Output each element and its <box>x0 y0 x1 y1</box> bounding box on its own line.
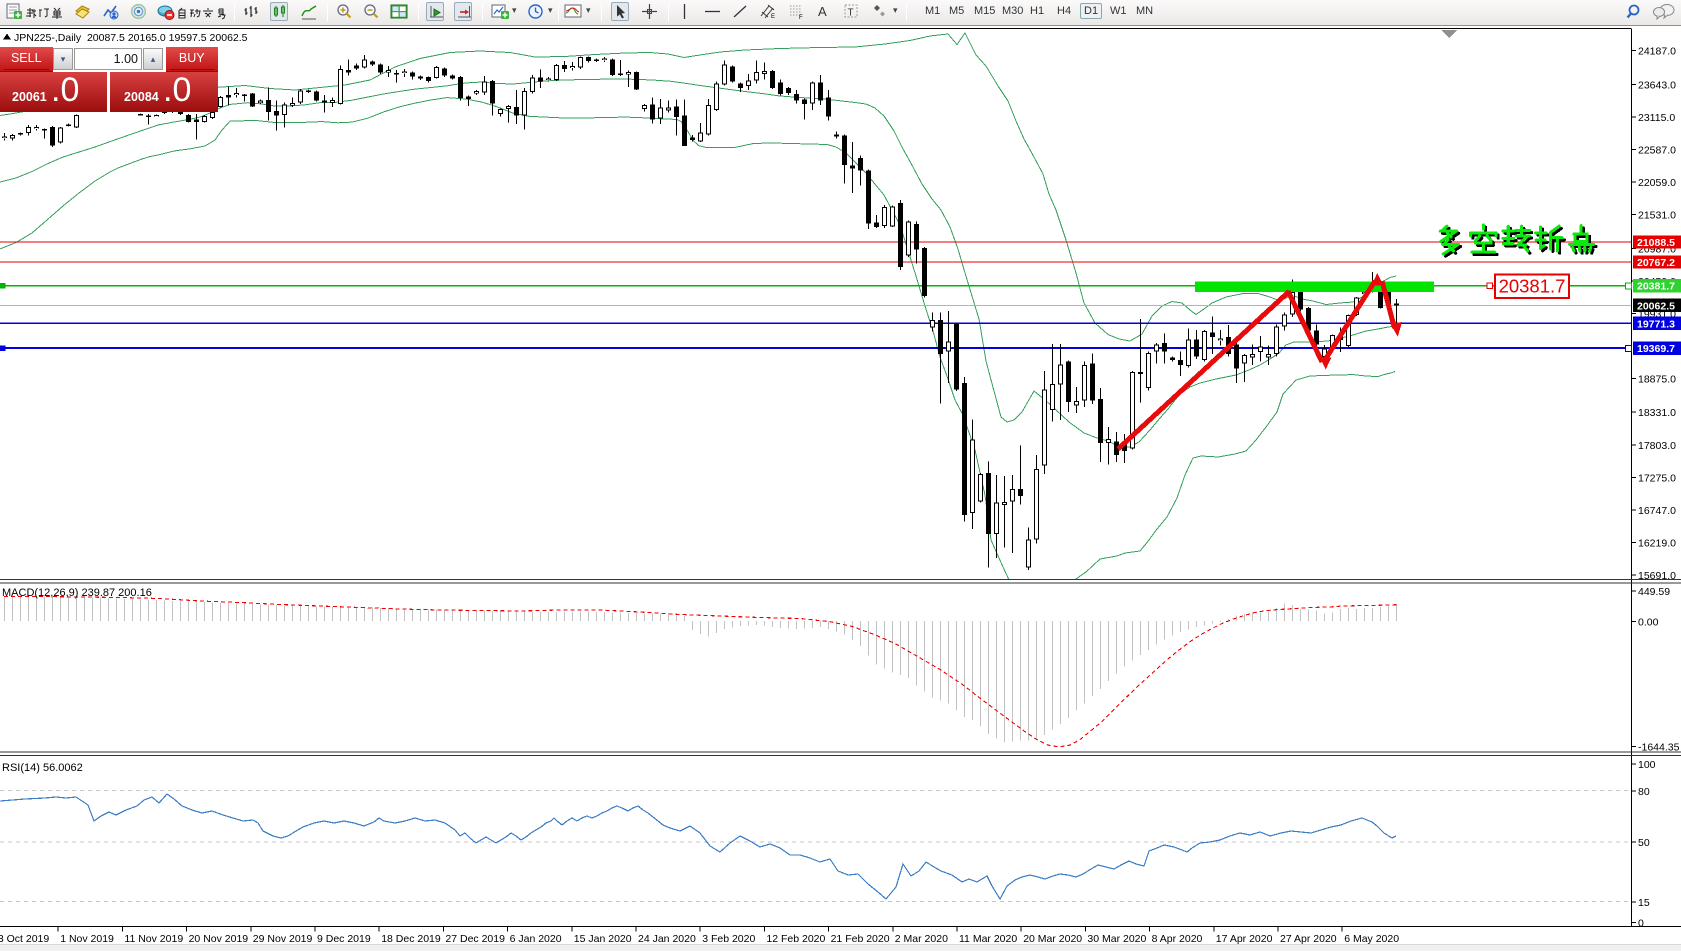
svg-text:8 Apr 2020: 8 Apr 2020 <box>1152 933 1203 945</box>
svg-text:21088.5: 21088.5 <box>1637 237 1675 249</box>
svg-text:23115.0: 23115.0 <box>1638 112 1675 124</box>
svg-text:18 Dec 2019: 18 Dec 2019 <box>381 933 441 945</box>
svg-text:12 Feb 2020: 12 Feb 2020 <box>766 933 825 945</box>
svg-text:A: A <box>818 4 827 19</box>
svg-text:27 Apr 2020: 27 Apr 2020 <box>1280 933 1337 945</box>
svg-text:15691.0: 15691.0 <box>1638 570 1676 582</box>
svg-text:16747.0: 16747.0 <box>1638 505 1676 517</box>
svg-text:22587.0: 22587.0 <box>1638 145 1676 157</box>
svg-text:23643.0: 23643.0 <box>1638 79 1676 91</box>
svg-text:9 Dec 2019: 9 Dec 2019 <box>317 933 371 945</box>
svg-text:15: 15 <box>1638 897 1650 909</box>
svg-text:RSI(14) 56.0062: RSI(14) 56.0062 <box>2 762 83 774</box>
svg-text:20381.7: 20381.7 <box>1637 281 1675 293</box>
svg-text:15 Jan 2020: 15 Jan 2020 <box>574 933 632 945</box>
svg-text:20767.2: 20767.2 <box>1637 257 1675 269</box>
svg-text:20 Nov 2019: 20 Nov 2019 <box>189 933 249 945</box>
svg-text:24187.0: 24187.0 <box>1638 46 1676 58</box>
svg-text:T: T <box>848 8 854 19</box>
svg-text:29 Nov 2019: 29 Nov 2019 <box>253 933 313 945</box>
svg-text:MACD(12,26,9) 239.87 200.16: MACD(12,26,9) 239.87 200.16 <box>2 587 152 599</box>
svg-text:22059.0: 22059.0 <box>1638 177 1676 189</box>
svg-text:21531.0: 21531.0 <box>1638 210 1676 222</box>
svg-text:18331.0: 18331.0 <box>1638 407 1676 419</box>
svg-text:6 Jan 2020: 6 Jan 2020 <box>510 933 562 945</box>
svg-text:20 Mar 2020: 20 Mar 2020 <box>1023 933 1082 945</box>
svg-text:17 Apr 2020: 17 Apr 2020 <box>1216 933 1273 945</box>
svg-text:17275.0: 17275.0 <box>1638 472 1676 484</box>
svg-text:20062.5: 20062.5 <box>1637 300 1675 312</box>
svg-text:23 Oct 2019: 23 Oct 2019 <box>0 933 49 945</box>
svg-text:27 Dec 2019: 27 Dec 2019 <box>445 933 505 945</box>
svg-text:20381.7: 20381.7 <box>1499 276 1566 297</box>
svg-text:19369.7: 19369.7 <box>1637 343 1675 355</box>
svg-text:24 Jan 2020: 24 Jan 2020 <box>638 933 696 945</box>
svg-text:1 Nov 2019: 1 Nov 2019 <box>60 933 114 945</box>
svg-text:449.59: 449.59 <box>1638 586 1670 598</box>
svg-text:2 Mar 2020: 2 Mar 2020 <box>895 933 948 945</box>
svg-text:50: 50 <box>1638 837 1650 849</box>
svg-text:E: E <box>771 14 775 20</box>
svg-text:30 Mar 2020: 30 Mar 2020 <box>1087 933 1146 945</box>
svg-text:JPN225-,Daily 20087.5 20165.0: JPN225-,Daily 20087.5 20165.0 19597.5 20… <box>14 32 248 44</box>
svg-text:17803.0: 17803.0 <box>1638 440 1676 452</box>
svg-text:21 Feb 2020: 21 Feb 2020 <box>831 933 890 945</box>
svg-text:-1644.35: -1644.35 <box>1638 742 1680 754</box>
svg-text:100: 100 <box>1638 759 1656 771</box>
svg-text:18875.0: 18875.0 <box>1638 374 1676 386</box>
svg-text:19771.3: 19771.3 <box>1637 318 1675 330</box>
svg-text:3 Feb 2020: 3 Feb 2020 <box>702 933 755 945</box>
svg-text:80: 80 <box>1638 786 1650 798</box>
svg-text:0: 0 <box>1638 918 1644 930</box>
svg-text:F: F <box>799 15 803 20</box>
svg-text:11 Mar 2020: 11 Mar 2020 <box>959 933 1017 945</box>
svg-text:0.00: 0.00 <box>1638 617 1659 629</box>
svg-text:16219.0: 16219.0 <box>1638 538 1676 550</box>
svg-text:11 Nov 2019: 11 Nov 2019 <box>124 933 183 945</box>
svg-text:6 May 2020: 6 May 2020 <box>1344 933 1399 945</box>
